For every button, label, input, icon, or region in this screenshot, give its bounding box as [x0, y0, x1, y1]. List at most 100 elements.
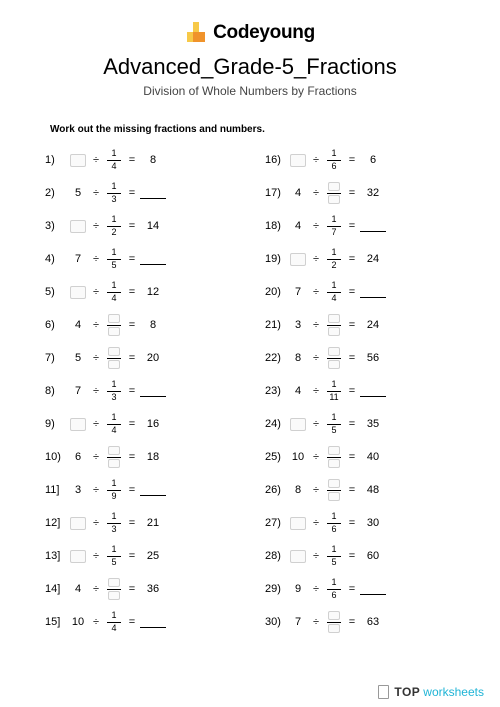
whole-number-slot: 4: [67, 583, 89, 595]
whole-number-slot[interactable]: [67, 286, 89, 299]
fraction[interactable]: [103, 578, 125, 601]
blank-input[interactable]: [70, 220, 86, 233]
numerator: 1: [108, 413, 120, 423]
numerator[interactable]: [328, 446, 340, 456]
blank-input[interactable]: [140, 188, 166, 199]
numerator[interactable]: [108, 446, 120, 456]
blank-input[interactable]: [328, 459, 340, 468]
equals-symbol: =: [125, 484, 139, 496]
blank-input[interactable]: [328, 360, 340, 369]
numerator[interactable]: [328, 611, 340, 621]
blank-input[interactable]: [70, 517, 86, 530]
whole-number-slot[interactable]: [67, 220, 89, 233]
numerator[interactable]: [108, 347, 120, 357]
blank-input[interactable]: [360, 287, 386, 298]
fraction[interactable]: [323, 611, 345, 634]
denominator[interactable]: [328, 624, 340, 634]
blank-input[interactable]: [140, 617, 166, 628]
blank-input[interactable]: [290, 418, 306, 431]
blank-input[interactable]: [108, 347, 120, 356]
denominator[interactable]: [108, 327, 120, 337]
denominator[interactable]: [328, 360, 340, 370]
whole-number-slot[interactable]: [287, 253, 309, 266]
fraction[interactable]: [323, 314, 345, 337]
denominator[interactable]: [328, 459, 340, 469]
denominator[interactable]: [328, 492, 340, 502]
blank-input[interactable]: [108, 446, 120, 455]
blank-input[interactable]: [108, 314, 120, 323]
fraction[interactable]: [323, 479, 345, 502]
blank-input[interactable]: [328, 611, 340, 620]
numerator[interactable]: [108, 578, 120, 588]
equals-symbol: =: [125, 583, 139, 595]
blank-input[interactable]: [70, 550, 86, 563]
denominator[interactable]: [108, 459, 120, 469]
blank-input[interactable]: [328, 182, 340, 191]
blank-input[interactable]: [108, 591, 120, 600]
blank-input[interactable]: [70, 286, 86, 299]
fraction: 14: [103, 281, 125, 304]
answer-slot[interactable]: [359, 286, 387, 298]
whole-number-slot[interactable]: [67, 418, 89, 431]
whole-number-slot[interactable]: [287, 154, 309, 167]
blank-input[interactable]: [70, 418, 86, 431]
answer-slot[interactable]: [139, 616, 167, 628]
denominator: 9: [108, 492, 120, 502]
denominator[interactable]: [328, 327, 340, 337]
answer-slot[interactable]: [139, 385, 167, 397]
blank-input[interactable]: [360, 584, 386, 595]
answer-slot[interactable]: [359, 385, 387, 397]
blank-input[interactable]: [290, 253, 306, 266]
fraction[interactable]: [103, 446, 125, 469]
blank-input[interactable]: [328, 446, 340, 455]
numerator[interactable]: [328, 479, 340, 489]
fraction[interactable]: [103, 347, 125, 370]
blank-input[interactable]: [328, 479, 340, 488]
answer-slot[interactable]: [139, 187, 167, 199]
blank-input[interactable]: [360, 221, 386, 232]
blank-input[interactable]: [360, 386, 386, 397]
answer-slot[interactable]: [359, 583, 387, 595]
numerator[interactable]: [328, 182, 340, 192]
blank-input[interactable]: [328, 347, 340, 356]
fraction: 15: [103, 545, 125, 568]
denominator[interactable]: [108, 360, 120, 370]
whole-number-slot[interactable]: [287, 550, 309, 563]
denominator[interactable]: [328, 195, 340, 205]
blank-input[interactable]: [140, 386, 166, 397]
blank-input[interactable]: [328, 327, 340, 336]
blank-input[interactable]: [140, 254, 166, 265]
blank-input[interactable]: [108, 360, 120, 369]
blank-input[interactable]: [328, 492, 340, 501]
blank-input[interactable]: [108, 578, 120, 587]
answer-slot[interactable]: [139, 253, 167, 265]
blank-input[interactable]: [108, 459, 120, 468]
blank-input[interactable]: [140, 485, 166, 496]
fraction[interactable]: [323, 347, 345, 370]
whole-number-slot[interactable]: [287, 418, 309, 431]
fraction: 15: [103, 248, 125, 271]
fraction[interactable]: [103, 314, 125, 337]
blank-input[interactable]: [70, 154, 86, 167]
blank-input[interactable]: [328, 624, 340, 633]
numerator[interactable]: [108, 314, 120, 324]
whole-number-slot[interactable]: [67, 154, 89, 167]
blank-input[interactable]: [328, 195, 340, 204]
answer-slot: 56: [359, 352, 387, 364]
denominator[interactable]: [108, 591, 120, 601]
numerator[interactable]: [328, 314, 340, 324]
blank-input[interactable]: [290, 154, 306, 167]
fraction[interactable]: [323, 182, 345, 205]
numerator[interactable]: [328, 347, 340, 357]
whole-number-slot[interactable]: [287, 517, 309, 530]
blank-input[interactable]: [108, 327, 120, 336]
blank-input[interactable]: [290, 550, 306, 563]
blank-input[interactable]: [290, 517, 306, 530]
whole-number-slot[interactable]: [67, 550, 89, 563]
instruction-text: Work out the missing fractions and numbe…: [50, 124, 500, 135]
whole-number-slot[interactable]: [67, 517, 89, 530]
answer-slot[interactable]: [359, 220, 387, 232]
answer-slot[interactable]: [139, 484, 167, 496]
fraction[interactable]: [323, 446, 345, 469]
blank-input[interactable]: [328, 314, 340, 323]
